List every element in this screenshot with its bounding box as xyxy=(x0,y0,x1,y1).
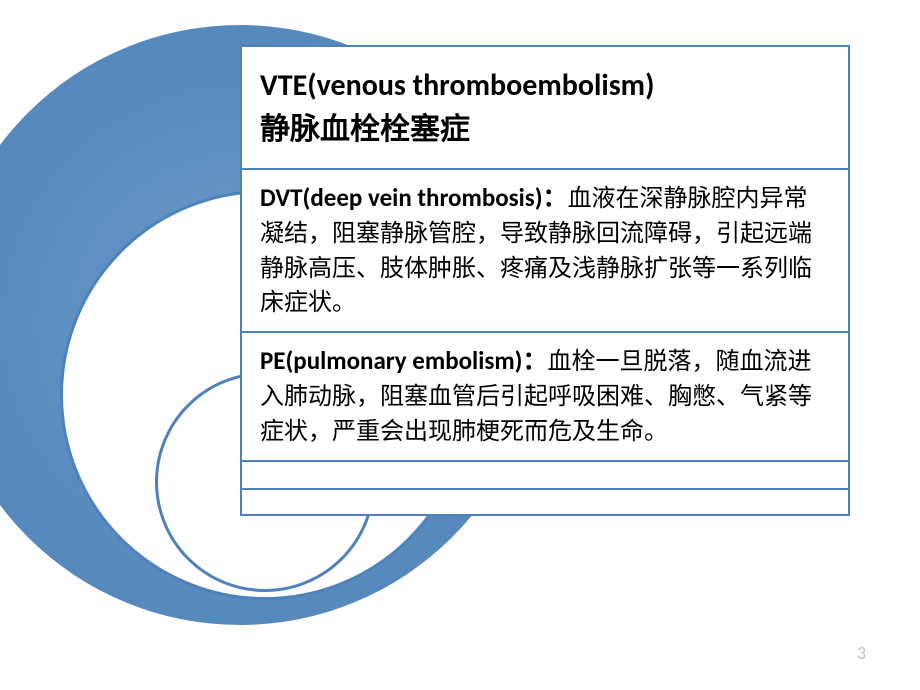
panel-spacer-1 xyxy=(240,460,850,488)
slide: VTE(venous thromboembolism) 静脉血栓栓塞症 DVT(… xyxy=(0,0,920,690)
panel-dvt: DVT(deep vein thrombosis)：血液在深静脉腔内异常凝结，阻… xyxy=(240,168,850,331)
header-title-cn: 静脉血栓栓塞症 xyxy=(260,104,830,148)
panel-pe: PE(pulmonary embolism)：血栓一旦脱落，随血流进入肺动脉，阻… xyxy=(240,331,850,459)
panel-stack: VTE(venous thromboembolism) 静脉血栓栓塞症 DVT(… xyxy=(240,45,850,516)
dvt-term: DVT(deep vein thrombosis)： xyxy=(260,182,568,213)
page-number: 3 xyxy=(857,642,866,664)
panel-header: VTE(venous thromboembolism) 静脉血栓栓塞症 xyxy=(240,45,850,168)
pe-term: PE(pulmonary embolism)： xyxy=(260,345,547,376)
panel-spacer-2 xyxy=(240,488,850,516)
header-title-en: VTE(venous thromboembolism) xyxy=(260,67,830,104)
